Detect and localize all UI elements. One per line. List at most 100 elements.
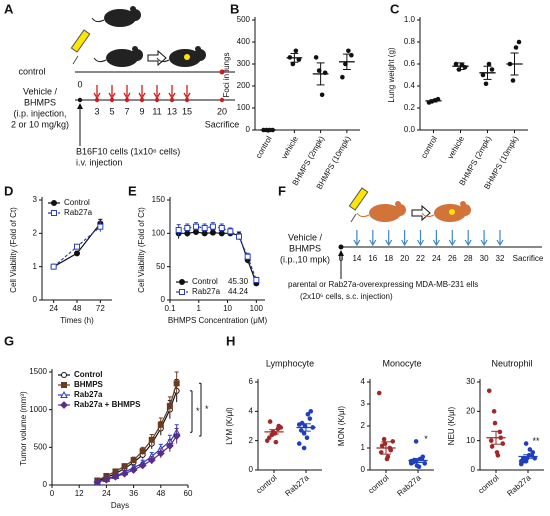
x-tick-label: control [476,473,500,495]
mouse-tail [356,212,370,218]
data-point [390,439,396,444]
data-point [346,48,351,54]
dose-arrow-head [432,239,440,247]
day-label: 20 [400,254,409,263]
dose-arrow-head [183,92,191,100]
marker [209,229,216,236]
significance: * [205,404,209,414]
day-dot [184,97,190,103]
day-label: 3 [94,106,99,116]
data-point [480,72,486,78]
day-dot [77,97,83,103]
y-tick-label: 0 [33,295,38,304]
data-point [301,431,307,436]
marker [157,421,164,428]
data-point [273,439,279,445]
y-tick-label: 1500 [29,367,47,376]
y-tick-label: 50 [156,262,165,271]
legend-label: Rab27a [192,287,221,296]
data-point [379,443,385,449]
x-tick-label: control [254,473,278,495]
legend-marker [179,289,185,295]
y-tick-label: 500 [34,442,48,451]
y-tick-label: 3 [33,195,38,204]
data-point [486,388,492,394]
data-point [422,461,428,466]
data-point [319,92,325,98]
mouse-tail [91,17,105,23]
dose-arrow-head [480,239,488,247]
x-tick-label: 1 [197,304,202,313]
marker [74,243,80,250]
y-tick-label: 30 [466,377,475,386]
dose-arrow-head [353,239,361,247]
data-point [296,422,302,427]
day-label: 5 [109,106,114,116]
legend-marker [179,279,185,285]
y-tick-label: 0 [361,465,366,474]
data-point [489,67,495,72]
marker [148,436,155,443]
x-tick-label: Rab27a [283,473,311,498]
sacrifice-dot [219,69,225,75]
syringe [348,187,369,211]
day-label: 16 [368,254,377,263]
data-point [349,52,354,58]
row-label: (i.p.,10 mpk) [280,254,330,264]
marker [244,253,251,260]
y-tick-label: 100 [237,103,251,112]
data-point [530,450,536,455]
y-tick-label: 10 [466,436,475,445]
panel-letter: E [128,183,137,198]
y-tick-label: 2 [249,436,254,445]
x-axis-label: Days [111,501,129,510]
significance: ** [532,436,540,446]
marker [138,461,147,470]
dose-arrow-head [168,92,176,100]
y-tick-label: 0.2 [404,103,416,112]
significance: * [424,434,428,444]
needle [72,55,79,65]
data-point [308,409,314,414]
data-point [340,74,345,80]
y-tick-label: 0 [246,125,251,134]
row-label: BHMPS [24,97,56,107]
data-point [266,435,272,441]
day-label: 32 [496,254,505,263]
x-tick-label: control [366,473,390,495]
data-point [523,441,529,446]
panel-letter: A [4,1,14,16]
y-axis-label: Foci in lungs [222,53,231,98]
mouse-body [106,49,138,67]
marker [121,463,128,470]
legend-label: Control [64,198,90,207]
legend-marker [61,372,67,378]
data-point [518,458,524,464]
x-tick-label: 72 [96,304,105,313]
y-axis-label: MON (K/μl) [337,406,346,446]
y-tick-label: 0 [249,465,254,474]
tumor [184,54,190,60]
x-tick-label: 10 [223,304,232,313]
marker [97,223,104,230]
x-tick-label: control [419,134,439,159]
mouse-tail [93,57,107,63]
data-point [483,81,489,87]
sacrifice-label: Sacrifice [513,254,544,263]
y-tick-label: 100 [152,228,166,237]
marker [74,250,80,257]
arrow-head [338,250,344,256]
x-tick-label: vehicle [280,134,301,161]
dose-arrow-head [448,239,456,247]
y-tick-label: 1 [361,443,366,452]
x-tick-label: 48 [156,489,165,498]
y-tick-label: 2 [361,421,366,430]
data-point [513,45,519,50]
data-point [489,444,495,449]
legend-label: Rab27a [74,390,103,399]
route-label: (2x10⁶ cells, s.c. injection) [300,292,393,301]
row-label: 2 or 10 mg/kg) [11,119,69,129]
marker [236,233,243,240]
row-label: control [18,66,45,76]
day-label: 0 [77,79,82,89]
